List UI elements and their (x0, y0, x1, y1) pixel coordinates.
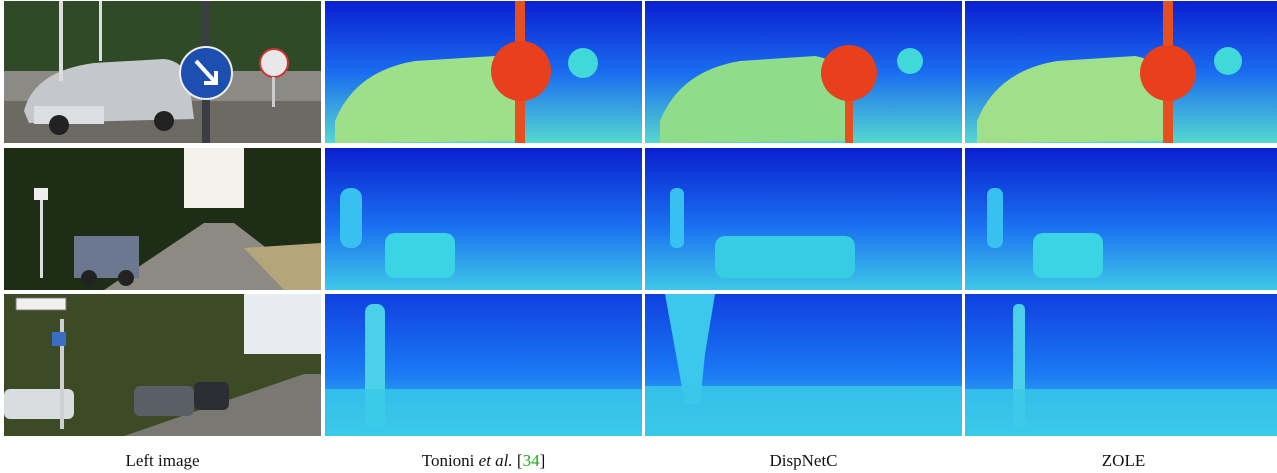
left-image-row3 (4, 294, 321, 436)
caption-tonioni-close: ] (539, 451, 546, 470)
caption-left-image: Left image (125, 451, 200, 470)
disparity-map (325, 1, 642, 143)
disparity-map (645, 294, 962, 436)
dispnetc-disparity-row2 (645, 148, 962, 290)
tonioni-disparity-row3 (325, 294, 642, 436)
zole-disparity-row3 (965, 294, 1277, 436)
dispnetc-disparity-row3 (645, 294, 962, 436)
parked-cars-street-photo (4, 294, 321, 436)
street-photo-car-sign (4, 1, 321, 143)
disparity-map (645, 1, 962, 143)
caption-zole: ZOLE (1101, 451, 1146, 470)
zole-disparity-row1 (965, 1, 1277, 143)
caption-dispnetc: DispNetC (769, 451, 838, 470)
disparity-map (965, 148, 1277, 290)
left-image-row2 (4, 148, 321, 290)
forest-road-photo (4, 148, 321, 290)
caption-tonioni-open: [ (512, 451, 523, 470)
tonioni-disparity-row1 (325, 1, 642, 143)
disparity-map (965, 294, 1277, 436)
dispnetc-disparity-row1 (645, 1, 962, 143)
figure-grid (4, 1, 1277, 436)
disparity-map (965, 1, 1277, 143)
left-image-row1 (4, 1, 321, 143)
citation-link[interactable]: 34 (522, 451, 540, 470)
caption-tonioni-etal: et al. (478, 451, 513, 470)
disparity-map (325, 294, 642, 436)
caption-tonioni: Tonioni et al. [34] (325, 451, 642, 471)
tonioni-disparity-row2 (325, 148, 642, 290)
disparity-map (645, 148, 962, 290)
caption-tonioni-prefix: Tonioni (421, 451, 479, 470)
disparity-map (325, 148, 642, 290)
zole-disparity-row2 (965, 148, 1277, 290)
